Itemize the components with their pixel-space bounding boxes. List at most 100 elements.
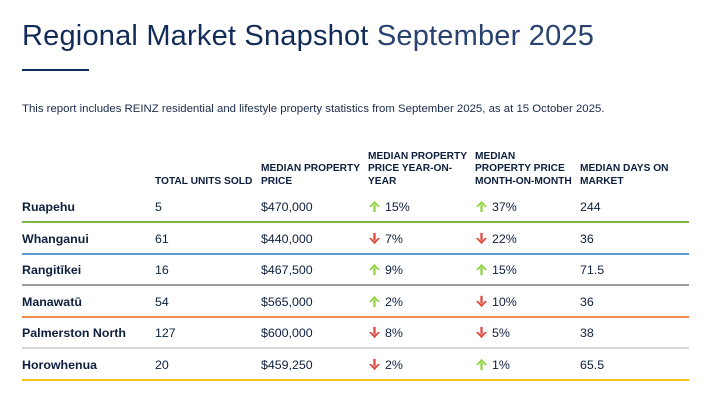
cell-median-price-value: $467,500 [261,263,313,277]
cell-region: Manawatū [22,294,82,309]
cell-price-yoy: 2% [368,295,403,309]
cell-total-units: 16 [155,263,169,277]
row-divider [22,315,689,318]
cell-days-on-market-value: 65.5 [580,357,605,372]
page-title: Regional Market Snapshot September 2025 [22,20,594,53]
header-price-yoy: MEDIAN PROPERTY PRICE YEAR-ON-YEAR [368,150,467,187]
cell-days-on-market: 65.5 [580,358,604,372]
cell-region: Ruapehu [22,200,76,214]
cell-total-units: 61 [155,232,169,246]
cell-total-units-value: 5 [155,200,162,214]
cell-region: Rangitīkei [22,263,82,277]
table-row: Palmerston North 127 $600,000 8% 5% 38 [22,318,689,349]
cell-days-on-market-value: 38 [580,326,594,340]
cell-price-mom-value: 15% [492,263,517,277]
cell-median-price-value: $440,000 [261,231,313,246]
down-arrow-icon [368,358,381,370]
cell-days-on-market: 38 [580,326,594,340]
cell-total-units-value: 61 [155,231,169,246]
cell-price-mom-value: 10% [492,294,517,309]
cell-price-yoy: 7% [368,232,403,246]
up-arrow-icon [368,295,381,307]
cell-total-units-value: 127 [155,326,176,340]
table-row: Manawatū 54 $565,000 2% 10% 36 [22,287,689,318]
cell-median-price-value: $565,000 [261,294,313,309]
intro-text: This report includes REINZ residential a… [22,103,605,115]
cell-median-price-value: $600,000 [261,326,313,340]
cell-price-mom-value: 37% [492,200,517,214]
cell-median-price: $600,000 [261,326,313,340]
header-price-mom: MEDIAN PROPERTY PRICE MONTH-ON-MONTH [475,150,572,187]
cell-price-mom-value: 5% [492,326,510,340]
down-arrow-icon [475,326,488,339]
header-median-price: MEDIAN PROPERTY PRICE [261,163,360,187]
table-header: TOTAL UNITS SOLD MEDIAN PROPERTY PRICE M… [0,136,711,188]
cell-median-price: $565,000 [261,295,313,309]
cell-total-units: 127 [155,326,176,340]
up-arrow-icon [368,263,381,276]
up-arrow-icon [475,200,488,213]
cell-days-on-market: 36 [580,295,594,309]
up-arrow-icon [368,200,381,213]
title-main: Regional Market Snapshot [22,20,369,52]
cell-total-units: 54 [155,295,169,309]
cell-price-yoy: 2% [368,358,403,372]
cell-median-price: $440,000 [261,232,313,246]
cell-region: Horowhenua [22,357,98,372]
cell-price-mom: 5% [475,326,510,340]
cell-price-mom: 15% [475,263,517,277]
cell-price-yoy-value: 2% [385,357,403,372]
cell-region: Whanganui [22,231,89,246]
cell-total-units: 5 [155,200,162,214]
cell-median-price-value: $470,000 [261,200,313,214]
cell-median-price: $467,500 [261,263,313,277]
cell-price-yoy-value: 8% [385,326,403,340]
cell-total-units-value: 20 [155,357,169,372]
cell-days-on-market-value: 71.5 [580,263,605,277]
row-divider [22,378,689,381]
down-arrow-icon [475,295,488,307]
down-arrow-icon [368,326,381,339]
cell-price-mom: 10% [475,295,517,309]
cell-median-price: $459,250 [261,358,313,372]
cell-total-units-value: 16 [155,263,169,277]
cell-price-mom-value: 22% [492,231,517,246]
cell-days-on-market-value: 36 [580,231,594,246]
cell-price-yoy: 15% [368,200,410,214]
cell-days-on-market-value: 244 [580,200,601,214]
cell-median-price: $470,000 [261,200,313,214]
cell-price-mom: 22% [475,232,517,246]
cell-price-yoy: 9% [368,263,403,277]
cell-price-yoy-value: 2% [385,294,403,309]
table-row: Rangitīkei 16 $467,500 9% 15% 71.5 [22,255,689,286]
up-arrow-icon [475,358,488,370]
down-arrow-icon [475,232,488,244]
title-period: September 2025 [376,20,595,52]
row-divider [22,347,689,349]
header-days-on-market: MEDIAN DAYS ON MARKET [580,163,669,187]
table-row: Ruapehu 5 $470,000 15% 37% 244 [22,192,689,223]
cell-price-mom-value: 1% [492,357,510,372]
cell-total-units-value: 54 [155,294,169,309]
cell-price-yoy-value: 7% [385,231,403,246]
cell-days-on-market: 36 [580,232,594,246]
up-arrow-icon [475,263,488,276]
cell-price-mom: 1% [475,358,510,372]
row-divider [22,221,689,223]
cell-days-on-market: 244 [580,200,601,214]
down-arrow-icon [368,232,381,244]
row-divider [22,252,689,255]
cell-median-price-value: $459,250 [261,357,313,372]
cell-days-on-market-value: 36 [580,294,594,309]
cell-price-yoy: 8% [368,326,403,340]
title-underline [22,69,89,71]
cell-price-yoy-value: 9% [385,263,403,277]
row-divider [22,284,689,286]
cell-price-mom: 37% [475,200,517,214]
cell-total-units: 20 [155,358,169,372]
table-row: Whanganui 61 $440,000 7% 22% 36 [22,224,689,255]
header-total-units: TOTAL UNITS SOLD [155,175,253,187]
cell-days-on-market: 71.5 [580,263,604,277]
table-row: Horowhenua 20 $459,250 2% 1% 65.5 [22,350,689,381]
cell-region: Palmerston North [22,326,126,340]
